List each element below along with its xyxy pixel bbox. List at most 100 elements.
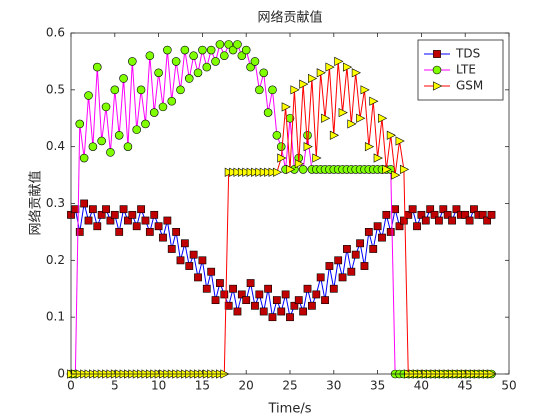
x-tick-label: 0	[67, 379, 75, 393]
marker	[237, 51, 247, 61]
legend-label: TDS	[455, 47, 480, 61]
marker	[211, 57, 220, 66]
marker	[246, 62, 255, 72]
marker	[132, 125, 141, 134]
marker	[114, 131, 124, 140]
marker	[443, 210, 452, 219]
marker	[369, 96, 379, 106]
marker	[75, 228, 84, 236]
marker	[145, 51, 155, 61]
marker	[119, 205, 128, 214]
marker	[430, 210, 439, 219]
marker	[264, 284, 272, 293]
marker	[281, 102, 291, 112]
marker	[259, 307, 268, 316]
marker	[97, 210, 106, 219]
marker	[308, 73, 318, 84]
marker	[408, 205, 417, 214]
marker	[307, 301, 316, 310]
marker	[202, 284, 211, 293]
y-tick-label: 0	[57, 367, 65, 381]
marker	[150, 210, 159, 219]
marker	[303, 131, 312, 140]
marker	[294, 296, 303, 305]
marker	[171, 57, 181, 66]
x-tick-label: 25	[282, 379, 297, 393]
marker	[89, 205, 97, 214]
marker	[255, 290, 264, 299]
marker	[382, 210, 391, 219]
marker	[84, 216, 93, 225]
marker	[356, 239, 364, 248]
x-tick-label: 45	[458, 379, 473, 393]
marker	[272, 131, 282, 140]
x-tick-label: 40	[414, 379, 429, 393]
marker	[215, 40, 225, 49]
x-tick-label: 10	[151, 379, 166, 393]
marker	[329, 284, 338, 293]
marker	[316, 273, 325, 282]
marker	[132, 222, 141, 231]
y-tick-label: 0.2	[46, 253, 65, 267]
marker	[395, 136, 405, 146]
marker	[321, 113, 331, 123]
marker	[149, 108, 159, 117]
marker	[207, 267, 216, 276]
marker	[378, 113, 388, 123]
marker	[421, 216, 430, 225]
marker	[343, 62, 353, 72]
marker	[211, 296, 220, 305]
marker	[399, 164, 410, 174]
marker	[233, 40, 242, 49]
marker	[141, 216, 150, 225]
marker	[272, 167, 283, 177]
marker	[391, 170, 401, 180]
marker	[250, 57, 260, 66]
x-tick-label: 35	[370, 379, 385, 393]
marker	[154, 222, 163, 231]
marker	[141, 119, 150, 129]
marker	[334, 56, 344, 67]
marker	[347, 267, 356, 276]
y-tick-label: 0.4	[46, 139, 65, 153]
marker	[128, 210, 137, 219]
y-axis-label: 网络贡献值	[28, 170, 44, 235]
marker	[338, 273, 347, 282]
marker	[176, 85, 185, 95]
marker	[312, 290, 321, 299]
marker	[439, 205, 448, 214]
marker	[325, 62, 335, 72]
marker	[106, 216, 115, 225]
marker	[97, 136, 106, 146]
marker	[136, 85, 146, 95]
marker	[220, 51, 229, 61]
marker	[386, 228, 395, 236]
legend-label: LTE	[456, 63, 476, 77]
marker	[448, 216, 456, 225]
marker	[276, 142, 286, 151]
marker	[255, 85, 264, 95]
marker	[263, 108, 273, 117]
marker	[373, 222, 382, 231]
marker	[413, 222, 421, 231]
marker	[378, 233, 386, 242]
marker	[343, 245, 351, 253]
marker	[386, 130, 397, 140]
marker	[373, 153, 383, 163]
marker	[399, 216, 408, 225]
y-tick-label: 0.5	[46, 82, 65, 96]
marker	[351, 68, 361, 78]
y-tick-label: 0.3	[46, 196, 65, 210]
marker	[233, 307, 242, 316]
marker	[163, 45, 172, 55]
legend-marker	[433, 50, 441, 58]
marker	[325, 262, 334, 270]
marker	[364, 228, 373, 236]
marker	[220, 290, 229, 299]
marker	[92, 62, 102, 72]
marker	[391, 205, 400, 214]
marker	[241, 45, 251, 55]
marker	[382, 164, 392, 174]
marker	[303, 284, 312, 293]
